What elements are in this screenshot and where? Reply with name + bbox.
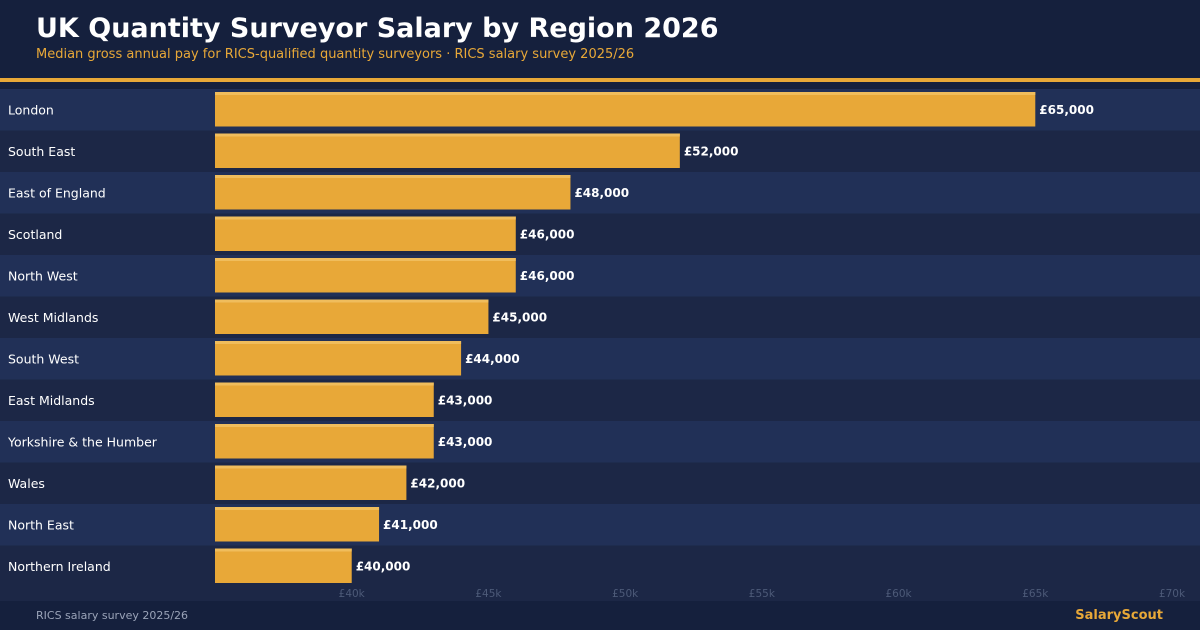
value-label: £48,000 <box>574 186 629 200</box>
row-background <box>0 296 1200 338</box>
value-label: £46,000 <box>520 227 575 241</box>
bar-highlight <box>215 548 352 552</box>
x-tick-label: £40k <box>339 588 366 600</box>
bar <box>215 507 380 542</box>
category-label: Wales <box>8 476 45 491</box>
row-background <box>0 172 1200 214</box>
bar-highlight <box>215 299 489 303</box>
chart-subtitle: Median gross annual pay for RICS-qualifi… <box>36 47 635 62</box>
row-background <box>0 421 1200 463</box>
row-background <box>0 255 1200 297</box>
bar <box>215 548 352 583</box>
category-label: North West <box>8 268 78 283</box>
bar <box>215 299 489 334</box>
row-background <box>0 462 1200 504</box>
row-background <box>0 213 1200 255</box>
x-tick-label: £55k <box>749 588 776 600</box>
bar-highlight <box>215 258 516 261</box>
x-tick-label: £60k <box>886 588 913 600</box>
source-note: RICS salary survey 2025/26 <box>36 609 189 622</box>
x-tick-label: £45k <box>475 588 502 600</box>
chart-title: UK Quantity Surveyor Salary by Region 20… <box>36 13 719 44</box>
value-label: £40,000 <box>356 559 411 573</box>
x-tick-label: £70k <box>1159 588 1186 600</box>
bar <box>215 382 434 417</box>
bar-chart: London £65,000 South East £52,000 East of En… <box>0 89 1200 600</box>
category-label: West Midlands <box>8 310 98 325</box>
brand-logo[interactable]: SalaryScout <box>1075 608 1163 623</box>
bar <box>215 424 434 459</box>
value-label: £44,000 <box>465 352 520 366</box>
bar-highlight <box>215 424 434 427</box>
bar <box>215 465 407 500</box>
value-label: £52,000 <box>684 144 739 158</box>
accent-divider <box>0 78 1200 82</box>
bar <box>215 175 571 210</box>
bar-highlight <box>215 133 680 137</box>
value-label: £41,000 <box>383 518 438 532</box>
chart-header: UK Quantity Surveyor Salary by Region 20… <box>0 0 1200 78</box>
bar <box>215 341 462 376</box>
row-background <box>0 504 1200 546</box>
value-label: £46,000 <box>520 269 575 283</box>
bar <box>215 92 1036 127</box>
category-label: London <box>8 102 54 117</box>
row-background <box>0 379 1200 421</box>
bar-highlight <box>215 341 462 344</box>
value-label: £45,000 <box>492 310 547 324</box>
category-label: Yorkshire & the Humber <box>7 434 158 449</box>
bar-highlight <box>215 465 407 469</box>
category-label: South East <box>8 144 75 159</box>
bar-highlight <box>215 382 434 386</box>
bar <box>215 133 680 168</box>
x-tick-label: £50k <box>612 588 639 600</box>
chart-footer: RICS salary survey 2025/26 SalaryScout <box>0 601 1200 630</box>
bar-highlight <box>215 507 380 510</box>
category-label: Northern Ireland <box>8 559 111 574</box>
bar-highlight <box>215 175 571 178</box>
bar-highlight <box>215 216 516 220</box>
row-background <box>0 338 1200 380</box>
value-label: £42,000 <box>410 476 465 490</box>
value-label: £43,000 <box>438 435 493 449</box>
value-label: £43,000 <box>438 393 493 407</box>
category-label: East Midlands <box>8 393 95 408</box>
category-label: Scotland <box>8 227 62 242</box>
bar-highlight <box>215 92 1036 95</box>
header-gap <box>0 82 1200 89</box>
value-label: £65,000 <box>1039 103 1094 117</box>
bar <box>215 258 516 293</box>
row-background <box>0 545 1200 587</box>
category-label: North East <box>8 517 74 532</box>
category-label: South West <box>8 351 79 366</box>
category-label: East of England <box>8 185 106 200</box>
bar <box>215 216 516 251</box>
x-tick-label: £65k <box>1022 588 1049 600</box>
